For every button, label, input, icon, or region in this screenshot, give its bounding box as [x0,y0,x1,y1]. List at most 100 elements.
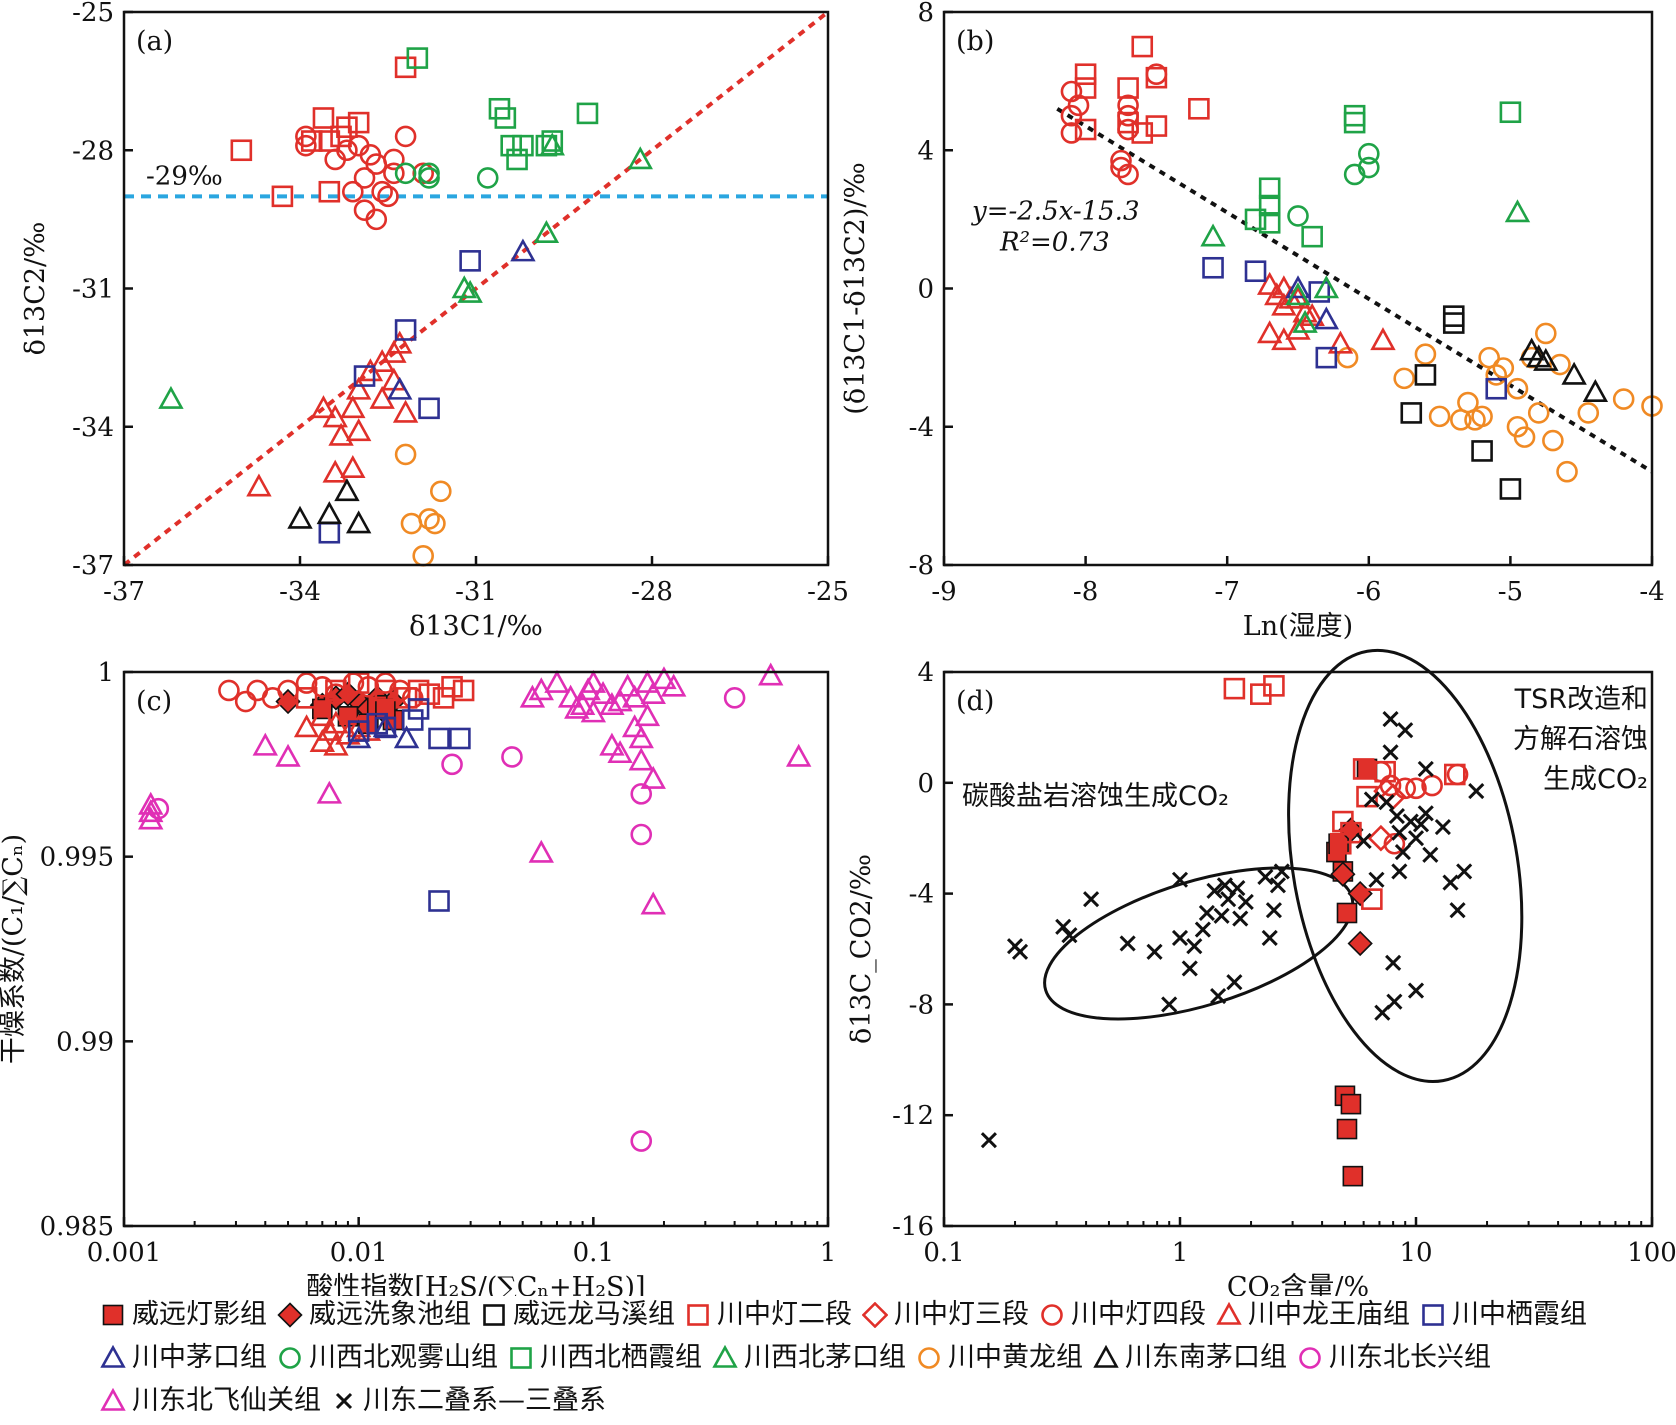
data-point [1271,275,1297,299]
data-point [310,395,337,419]
data-point [1414,364,1437,386]
data-point [528,839,554,863]
legend-label: 川东二叠系—三叠系 [363,1385,606,1416]
legend-label: 威远龙马溪组 [513,1299,675,1330]
data-point [1330,861,1356,887]
legend-item: 川中栖霞组 [1420,1296,1587,1334]
data-point [1202,256,1224,279]
data-point [234,690,257,713]
data-point [412,162,435,185]
data-point [1527,402,1550,424]
x-axis-label: δ13C1/‰ [409,611,543,642]
data-point [387,330,413,354]
y-axis-label: δ13C_CO2/‰ [846,854,877,1044]
data-point [1378,794,1395,811]
data-point [1263,675,1285,697]
data-point [1343,111,1366,134]
x-tick-label: 10 [1399,1238,1432,1268]
tsr-annotation: 方解石溶蚀 [1513,724,1648,755]
data-point [295,672,318,694]
data-point [312,107,335,129]
data-point [1181,960,1198,977]
data-point [539,132,565,156]
legend-item: 川西北栖霞组 [508,1339,702,1377]
data-point [1074,118,1097,141]
data-point [1273,863,1290,880]
data-point [325,683,347,705]
legend-marker [335,1392,353,1410]
data-point [1258,194,1281,217]
data-point [1397,722,1414,739]
panel-1: -9 -8 -7 -6 -5 -4-8-4048(b)Ln(湿度)(δ13C1-δ13C2… [840,0,1665,642]
data-point [393,725,420,749]
panel-0: -37 -34 -31 -28 -25 -37 -34 -31 -28 -25 (a) δ13C1/‰… [20,0,849,642]
data-point [1417,760,1434,778]
data-point [441,675,463,698]
legend-marker [918,1347,940,1369]
data-point [494,107,517,129]
x-tick-label: -9 [931,577,956,607]
data-point [1393,367,1415,390]
legend-marker [1422,1304,1444,1326]
data-point [295,687,318,709]
data-point [1485,377,1508,400]
legend-label: 川西北观雾山组 [309,1342,498,1373]
data-point [1336,346,1359,369]
x-axis-label: 酸性指数[H₂S/(∑Cₙ+H₂S)] [306,1272,645,1296]
data-point [575,677,601,701]
data-point [651,666,677,690]
data-point [275,743,301,767]
data-point [451,275,477,299]
data-point [1394,777,1417,800]
data-point [1449,902,1466,919]
legend-label: 川东北长兴组 [1329,1342,1491,1373]
y-tick-label: 0.995 [40,843,114,873]
data-point [287,505,313,529]
legend-marker [100,1388,126,1411]
data-point [1223,677,1246,700]
y-axis-label: δ13C2/‰ [20,222,51,356]
y-tick-label: -25 [72,0,114,28]
data-point [371,180,393,203]
fit-r2: R²=0.73 [999,227,1110,257]
data-point [340,395,366,419]
data-point [1117,163,1139,186]
legend-item: 川西北观雾山组 [277,1339,498,1377]
data-point [590,680,616,704]
data-point [309,728,336,752]
legend-item: 川中灯三段 [862,1296,1029,1334]
y-tick-label: -16 [892,1212,934,1242]
legend-marker-shape [335,1392,353,1410]
data-point [1405,777,1427,800]
plot-frame [942,670,1654,1228]
x-tick-label: 0.01 [330,1238,388,1268]
data-point [621,684,648,708]
fit-equation: y=-2.5x-15.3 [971,196,1140,226]
data-point [1358,156,1380,179]
data-point [500,134,523,157]
data-point [1471,405,1493,428]
data-point [1244,208,1267,231]
data-point [428,727,450,750]
data-point [322,404,348,428]
data-point [335,721,361,745]
legend-marker-shape [100,1345,126,1368]
data-point [1060,122,1083,144]
data-point [640,891,666,915]
data-point [1414,343,1437,365]
data-point [1407,982,1425,999]
data-point [365,208,388,231]
legend-marker [277,1302,303,1328]
legend-marker-shape [483,1304,505,1326]
x-tick-label: 0.001 [87,1238,161,1268]
data-point [1216,877,1233,894]
legend-marker [862,1302,888,1328]
data-point [1257,868,1274,886]
data-point [1200,223,1226,247]
y-tick-label: -28 [72,136,114,166]
data-point [1422,846,1439,863]
data-point [1117,118,1139,141]
data-point [1264,282,1290,306]
data-point [621,714,648,738]
data-point [1117,94,1139,117]
